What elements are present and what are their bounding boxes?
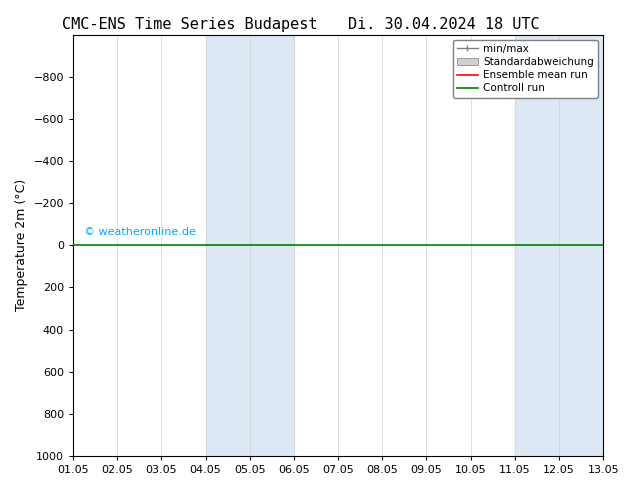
Bar [205, 35, 294, 456]
Legend: min/max, Standardabweichung, Ensemble mean run, Controll run: min/max, Standardabweichung, Ensemble me… [453, 40, 598, 98]
Text: Di. 30.04.2024 18 UTC: Di. 30.04.2024 18 UTC [348, 17, 540, 32]
Bar [515, 35, 603, 456]
Y-axis label: Temperature 2m (°C): Temperature 2m (°C) [15, 179, 28, 312]
Text: © weatheronline.de: © weatheronline.de [84, 227, 195, 237]
Text: CMC-ENS Time Series Budapest: CMC-ENS Time Series Budapest [63, 17, 318, 32]
